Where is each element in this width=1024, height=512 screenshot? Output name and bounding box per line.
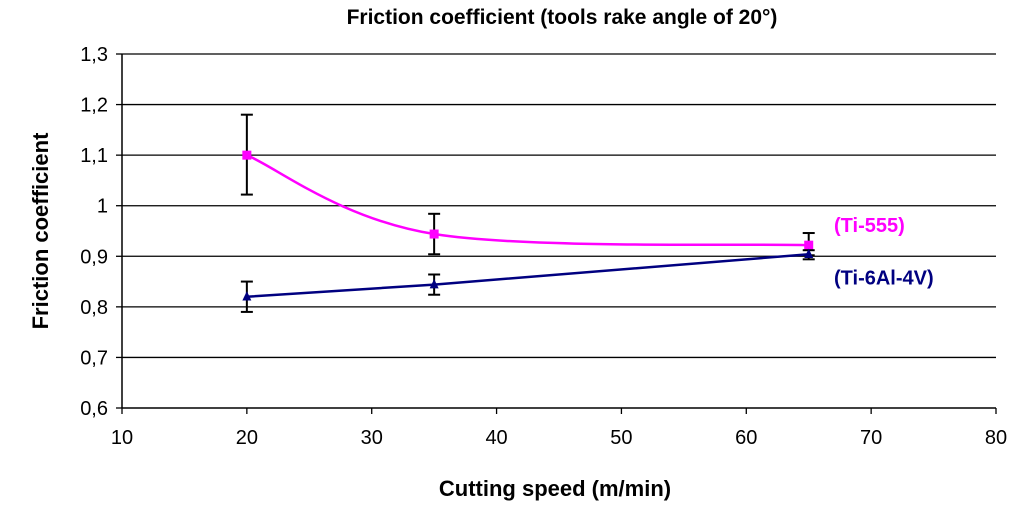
- series-label: (Ti-555): [834, 215, 905, 237]
- data-point-marker: [429, 278, 439, 289]
- x-tick-label: 40: [485, 427, 507, 449]
- x-tick-label: 10: [111, 427, 133, 449]
- data-point-marker: [804, 248, 814, 259]
- series-line: [246, 253, 809, 298]
- data-point-marker: [242, 150, 252, 160]
- y-tick-label: 0,8: [80, 297, 108, 319]
- x-tick-label: 30: [361, 427, 383, 449]
- series-ti-6al-4v: (Ti-6Al-4V): [240, 248, 934, 313]
- y-axis-label: Friction coefficient: [28, 132, 53, 329]
- x-axis-label: Cutting speed (m/min): [439, 476, 671, 501]
- y-tick-label: 1: [97, 196, 108, 218]
- y-tick-label: 0,9: [80, 246, 108, 268]
- y-tick-label: 0,7: [80, 347, 108, 369]
- x-tick-label: 80: [985, 427, 1007, 449]
- chart-title: Friction coefficient (tools rake angle o…: [347, 6, 778, 29]
- series-label: (Ti-6Al-4V): [834, 267, 934, 289]
- data-point-marker: [429, 229, 439, 239]
- y-tick-label: 1,1: [80, 145, 108, 167]
- data-point-marker: [804, 240, 814, 250]
- tick-labels: 0,6 0,7 0,8 0,9 1 1,1 1,2 1,3 10 20 30 40 50 60 70 80: [80, 44, 1007, 449]
- grid-lines: [122, 53, 996, 359]
- series-ti-555: (Ti-555): [240, 113, 905, 257]
- y-tick-label: 1,3: [80, 44, 108, 66]
- x-tick-label: 60: [735, 427, 757, 449]
- y-tick-label: 1,2: [80, 95, 108, 117]
- y-tick-label: 0,6: [80, 398, 108, 420]
- x-tick-label: 20: [236, 427, 258, 449]
- x-tick-label: 50: [610, 427, 632, 449]
- data-series: (Ti-555) (Ti-6Al-4V): [240, 113, 934, 313]
- data-point-marker: [242, 291, 252, 301]
- x-tick-label: 70: [860, 427, 882, 449]
- series-line: [246, 153, 809, 247]
- axes: [116, 53, 997, 414]
